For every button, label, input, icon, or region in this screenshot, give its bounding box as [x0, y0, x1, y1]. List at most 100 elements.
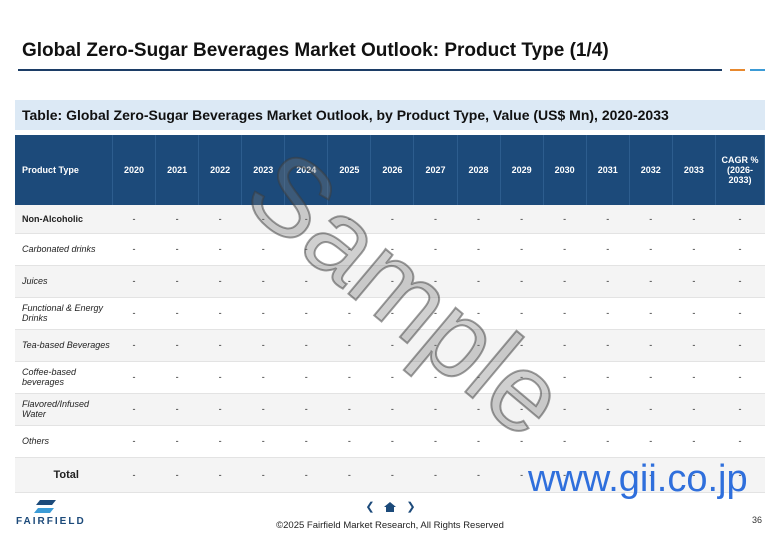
cell: - [241, 329, 285, 362]
cell: - [284, 329, 328, 362]
nav-next[interactable]: ❯ [406, 501, 415, 513]
column-header: 2022 [198, 135, 243, 205]
cell: - [370, 425, 414, 458]
row-label: Flavored/Infused Water [15, 393, 113, 426]
cell: - [112, 205, 156, 234]
row-label: Functional & Energy Drinks [15, 297, 113, 330]
cell: - [112, 425, 156, 458]
cell: - [715, 233, 765, 266]
cell: - [672, 457, 716, 493]
cell: - [672, 329, 716, 362]
cell: - [715, 297, 765, 330]
cell: - [672, 205, 716, 234]
table-row: Flavored/Infused Water - - - - - - - - - - - - - - - [15, 393, 765, 426]
cell: - [715, 361, 765, 394]
cell: - [629, 233, 673, 266]
table-row: Functional & Energy Drinks - - - - - - - - - - - - - -… [15, 297, 765, 330]
column-header: CAGR % (2026-2033) [715, 135, 765, 205]
cell: - [241, 457, 285, 493]
cell: - [284, 265, 328, 298]
cell: - [112, 233, 156, 266]
cell: - [586, 233, 630, 266]
cell: - [241, 265, 285, 298]
cell: - [457, 457, 501, 493]
cell: - [457, 425, 501, 458]
cell: - [500, 361, 544, 394]
cell: - [198, 329, 242, 362]
cell: - [413, 205, 457, 234]
cell: - [500, 425, 544, 458]
cell: - [457, 329, 501, 362]
cell: - [112, 361, 156, 394]
cell: - [327, 393, 371, 426]
cell: - [198, 265, 242, 298]
cell: - [586, 265, 630, 298]
cell: - [155, 233, 199, 266]
table-row: Others - - - - - - - - - - - - - - - [15, 425, 765, 458]
cell: - [370, 297, 414, 330]
column-header: 2028 [457, 135, 501, 205]
cell: - [500, 233, 544, 266]
row-label: Total [15, 457, 113, 493]
cell: - [672, 393, 716, 426]
cell: - [112, 297, 156, 330]
cell: - [543, 329, 587, 362]
column-header: 2029 [500, 135, 544, 205]
slide-title: Global Zero-Sugar Beverages Market Outlo… [22, 40, 609, 61]
cell: - [543, 233, 587, 266]
table-row: Tea-based Beverages - - - - - - - - - - - - - - - [15, 329, 765, 362]
cell: - [370, 361, 414, 394]
table-row: Juices - - - - - - - - - - - - - - - [15, 265, 765, 298]
cell: - [284, 393, 328, 426]
cell: - [370, 205, 414, 234]
cell: - [327, 329, 371, 362]
cell: - [284, 425, 328, 458]
cell: - [370, 457, 414, 493]
cell: - [284, 297, 328, 330]
cell: - [586, 393, 630, 426]
table-row: Non-Alcoholic - - - - - - - - - - - - - - - [15, 205, 765, 234]
cell: - [586, 205, 630, 234]
nav-home[interactable] [384, 502, 396, 512]
cell: - [155, 393, 199, 426]
cell: - [413, 425, 457, 458]
cell: - [500, 393, 544, 426]
cell: - [543, 297, 587, 330]
cell: - [284, 361, 328, 394]
row-label: Others [15, 425, 113, 458]
cell: - [457, 265, 501, 298]
cell: - [715, 457, 765, 493]
cell: - [155, 361, 199, 394]
watermark-site: www.gii.co.jp [528, 458, 748, 500]
column-header: 2020 [112, 135, 157, 205]
cell: - [284, 205, 328, 234]
cell: - [198, 361, 242, 394]
cell: - [327, 265, 371, 298]
cell: - [629, 297, 673, 330]
cell: - [413, 329, 457, 362]
cell: - [672, 233, 716, 266]
column-header: 2021 [155, 135, 200, 205]
cell: - [500, 205, 544, 234]
cell: - [413, 361, 457, 394]
cell: - [327, 361, 371, 394]
row-label: Juices [15, 265, 113, 298]
market-table: Product Type 2020 2021 2022 2023 2024 2025 2026… [15, 135, 765, 493]
column-header: 2031 [586, 135, 630, 205]
cell: - [672, 297, 716, 330]
cell: - [241, 393, 285, 426]
cell: - [586, 457, 630, 493]
table-row: Carbonated drinks - - - - - - - - - - - - - - - [15, 233, 765, 266]
cell: - [629, 205, 673, 234]
cell: - [629, 329, 673, 362]
nav-prev[interactable]: ❮ [365, 501, 374, 513]
cell: - [543, 393, 587, 426]
cell: - [715, 205, 765, 234]
column-header: 2030 [543, 135, 587, 205]
cell: - [241, 425, 285, 458]
cell: - [413, 265, 457, 298]
cell: - [629, 393, 673, 426]
table-row: Total - - - - - - - - - - - - - - - [15, 457, 765, 493]
cell: - [672, 425, 716, 458]
cell: - [112, 393, 156, 426]
